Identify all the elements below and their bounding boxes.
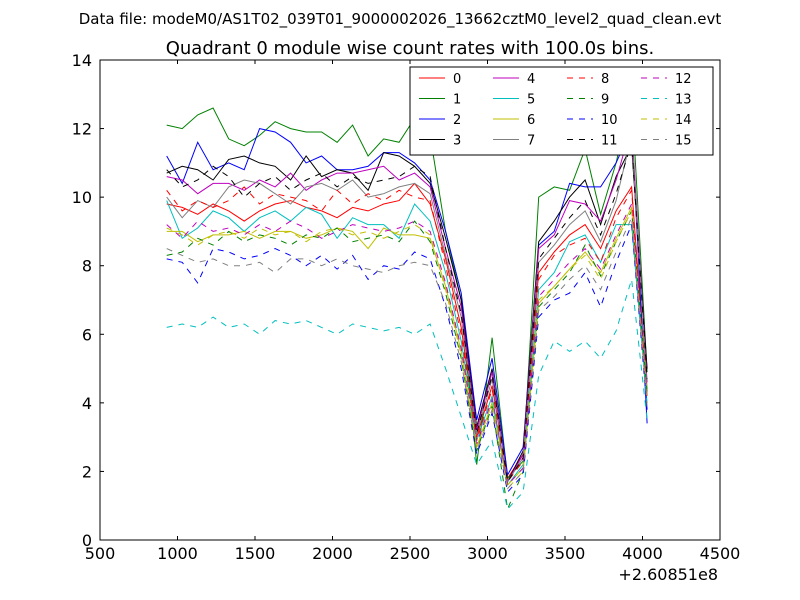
legend-label-5: 5 [527, 93, 535, 108]
legend-label-14: 14 [675, 113, 692, 128]
series-line-8 [166, 186, 648, 483]
x-tick-label: 4000 [622, 544, 663, 563]
series-line-0 [166, 182, 648, 480]
y-tick-label: 4 [82, 394, 92, 413]
legend-label-10: 10 [601, 113, 618, 128]
series-line-1 [166, 94, 648, 480]
series-line-10 [166, 224, 648, 494]
x-tick-label: 3500 [545, 544, 586, 563]
legend-label-15: 15 [675, 134, 692, 149]
x-tick-label: 500 [85, 544, 116, 563]
legend-label-9: 9 [601, 93, 609, 108]
y-tick-label: 14 [72, 51, 92, 70]
series-line-12 [166, 202, 648, 487]
legend-label-11: 11 [601, 134, 618, 149]
series-line-11 [166, 142, 648, 484]
legend-label-4: 4 [527, 72, 535, 87]
series-line-9 [166, 209, 648, 511]
series-line-7 [166, 135, 648, 484]
y-tick-label: 2 [82, 462, 92, 481]
x-tick-label: 2500 [390, 544, 431, 563]
series-line-14 [166, 209, 648, 490]
legend-label-0: 0 [453, 72, 461, 87]
y-tick-label: 10 [72, 188, 92, 207]
chart-suptitle: Data file: modeM0/AS1T02_039T01_90000020… [79, 10, 722, 29]
legend-label-1: 1 [453, 93, 461, 108]
x-offset-label: +2.60851e8 [618, 565, 718, 584]
x-tick-label: 3000 [467, 544, 508, 563]
y-tick-label: 0 [82, 531, 92, 550]
series-line-13 [166, 279, 648, 511]
x-tick-label: 1500 [235, 544, 276, 563]
legend-label-13: 13 [675, 93, 692, 108]
legend-label-12: 12 [675, 72, 692, 87]
x-tick-label: 1000 [157, 544, 198, 563]
series-line-4 [166, 124, 648, 484]
legend-box [409, 66, 714, 156]
axes-layer: 500 1000 1500 2000 2500 3000 3500 4000 4500 0 2 4 6 8… [72, 51, 741, 563]
y-tick-label: 8 [82, 257, 92, 276]
series-line-5 [166, 200, 648, 487]
x-tick-label: 4500 [700, 544, 741, 563]
x-tick-label: 2000 [312, 544, 353, 563]
y-tick-label: 6 [82, 325, 92, 344]
legend-label-2: 2 [453, 113, 461, 128]
y-tick-label: 12 [72, 120, 92, 139]
series-layer [166, 94, 648, 511]
legend-label-8: 8 [601, 72, 609, 87]
chart-title: Quadrant 0 module wise count rates with … [166, 38, 655, 59]
legend-label-3: 3 [453, 134, 461, 149]
series-line-15 [166, 215, 648, 490]
legend-label-6: 6 [527, 113, 535, 128]
series-line-3 [166, 143, 648, 484]
legend-label-7: 7 [527, 134, 535, 149]
series-line-2 [166, 128, 648, 477]
